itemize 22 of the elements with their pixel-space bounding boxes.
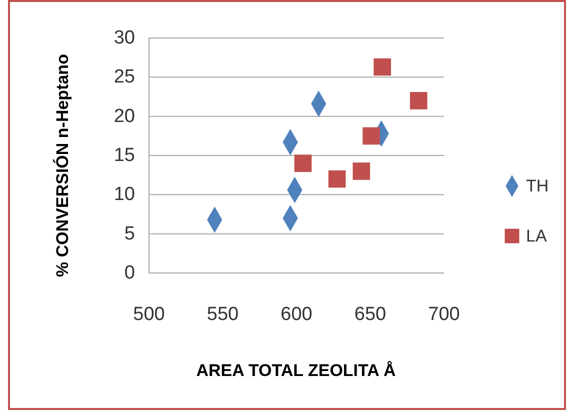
point [362, 127, 380, 145]
point [410, 92, 428, 110]
point [328, 170, 346, 188]
x-tick-label: 550 [206, 304, 239, 325]
y-tick-label: 5 [124, 223, 135, 244]
x-tick-label: 600 [280, 304, 312, 325]
x-axis-title: AREA TOTAL ZEOLITA Å [196, 361, 396, 380]
y-tick-label: 25 [114, 66, 135, 88]
y-tick-label: 0 [124, 262, 135, 284]
point [352, 162, 370, 180]
legend-label: TH [526, 176, 549, 196]
y-tick-label: 10 [114, 184, 135, 206]
x-tick-label: 700 [428, 304, 460, 325]
legend-label: LA [526, 226, 548, 246]
point [374, 58, 392, 76]
y-axis-title: % CONVERSIÓN n-Heptano [52, 54, 72, 277]
point [294, 154, 312, 172]
x-tick-label: 650 [354, 304, 386, 325]
y-tick-label: 15 [114, 145, 135, 166]
x-tick-label: 500 [133, 304, 165, 325]
y-tick-label: 30 [114, 28, 135, 48]
y-tick-label: 20 [114, 106, 135, 127]
